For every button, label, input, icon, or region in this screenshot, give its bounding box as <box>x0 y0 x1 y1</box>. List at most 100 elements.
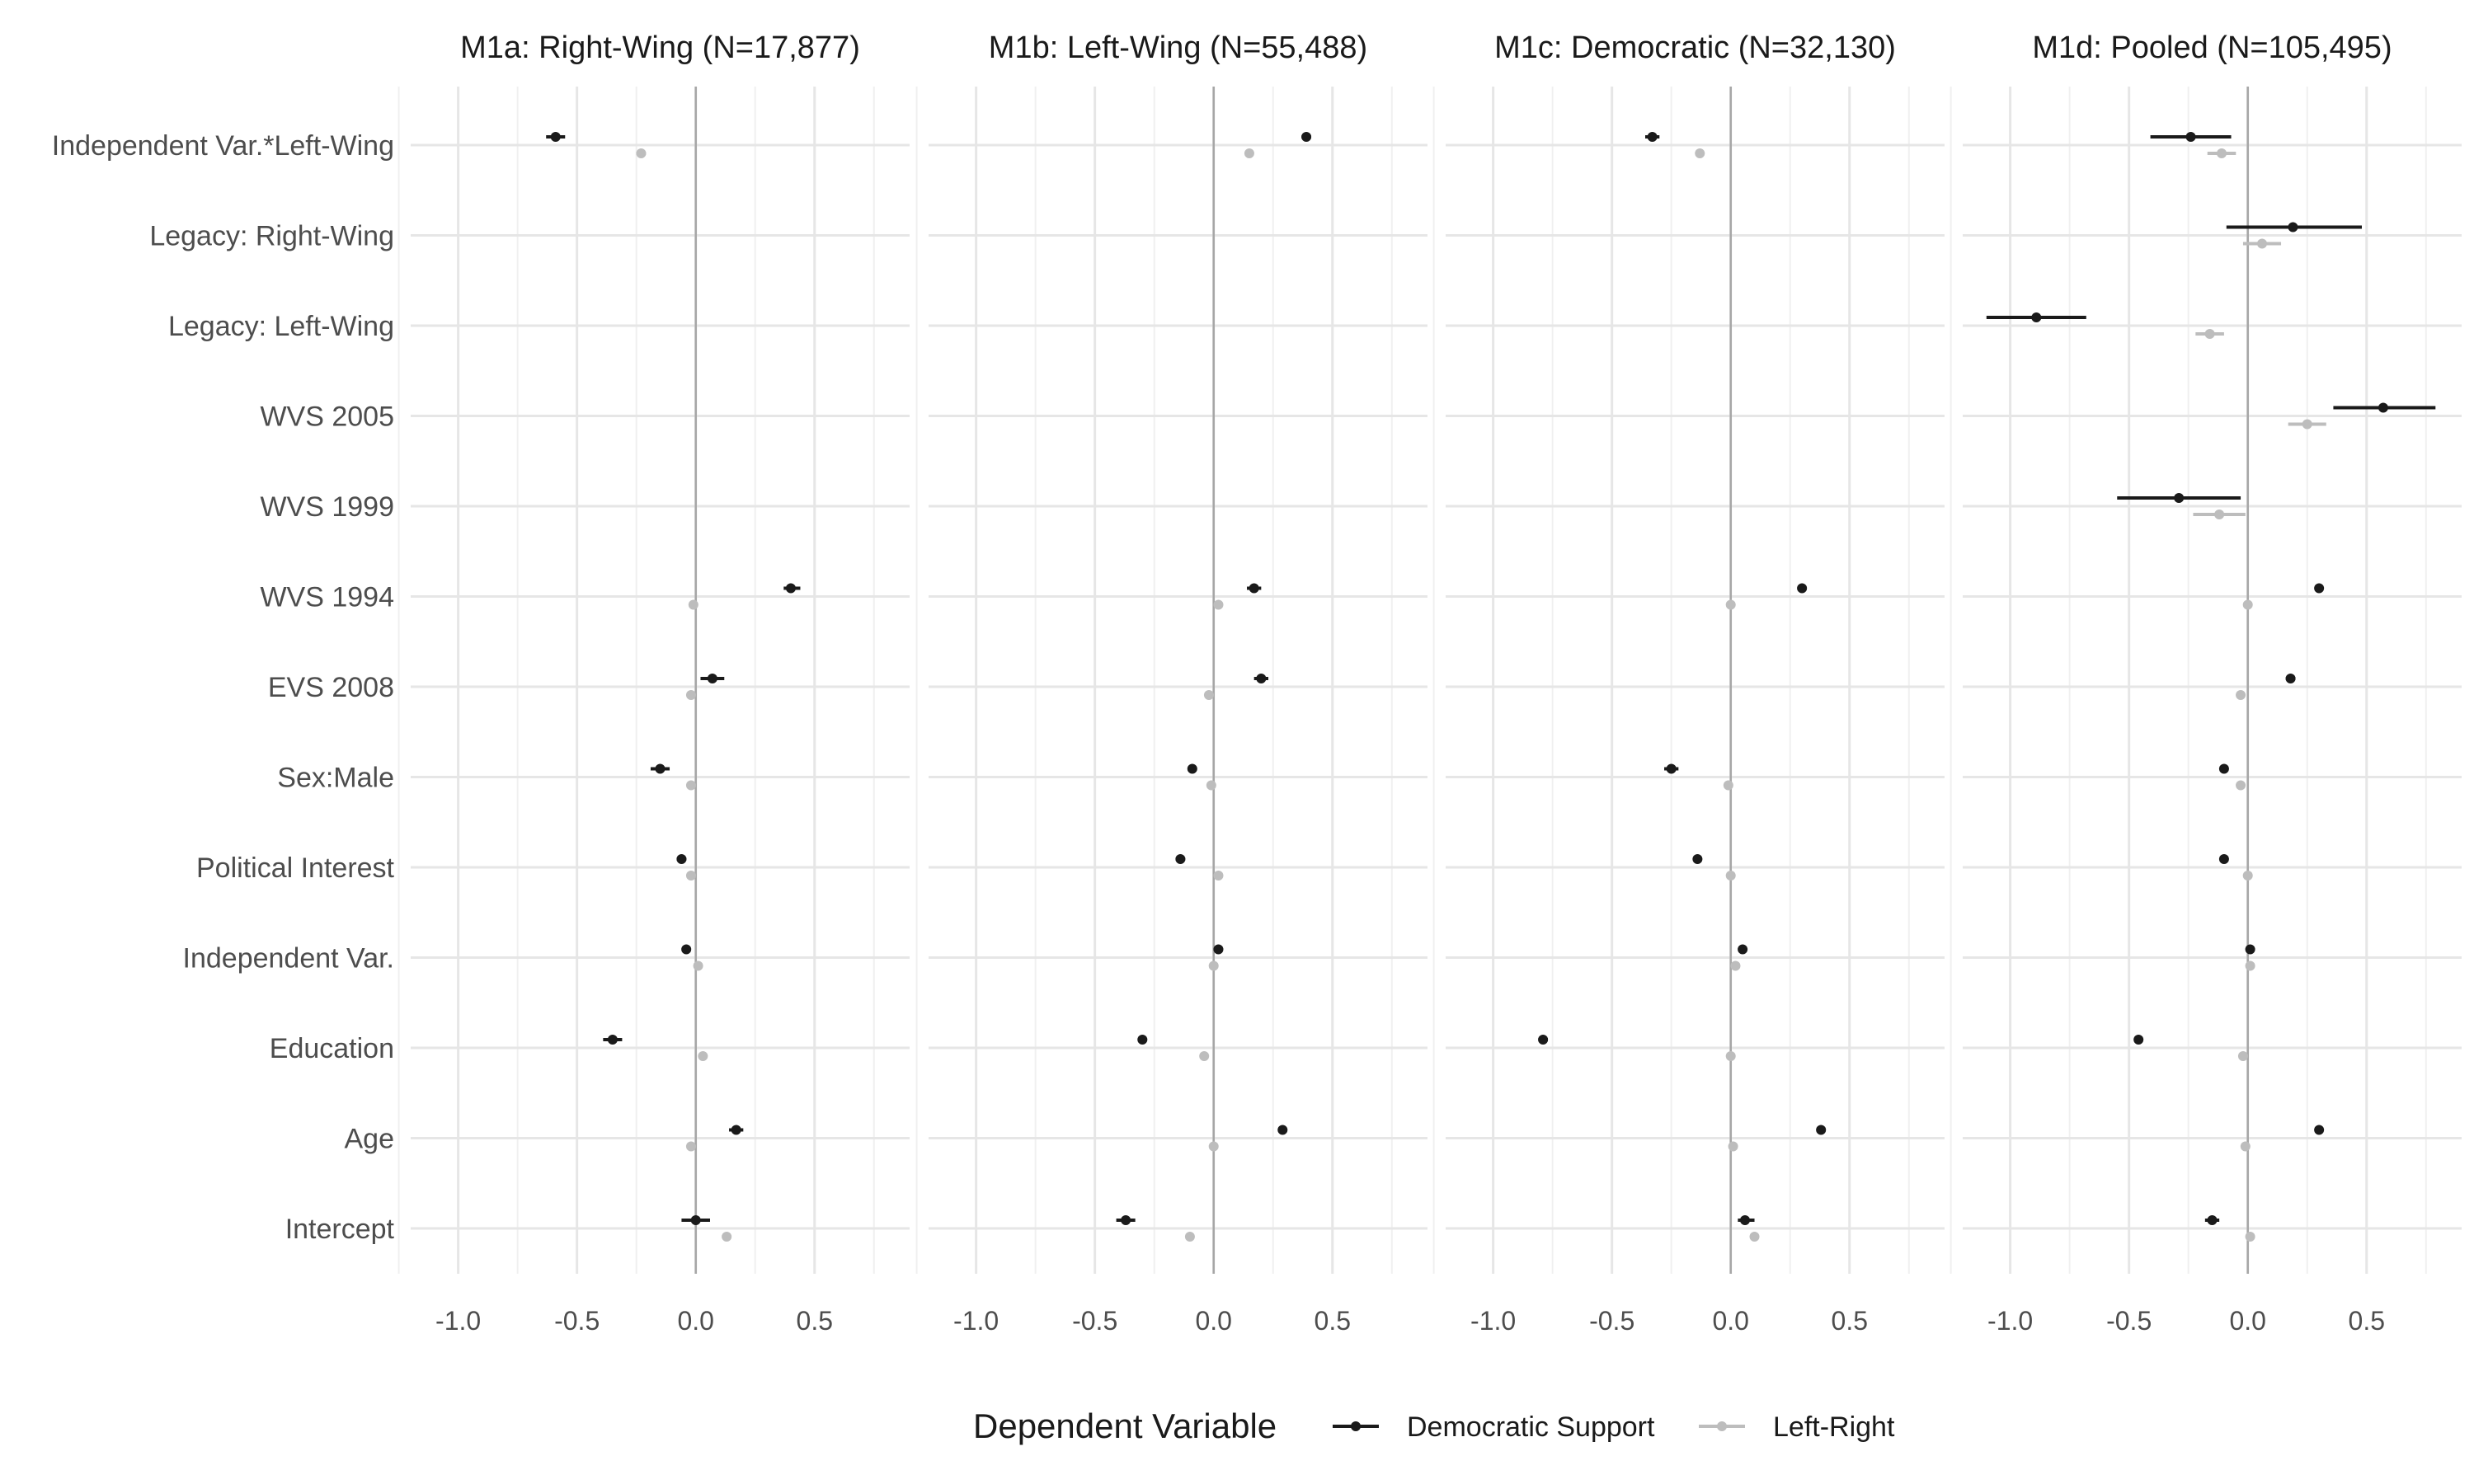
estimate-point <box>2245 960 2255 971</box>
estimate-point <box>550 132 561 142</box>
estimate-point <box>2236 690 2246 700</box>
x-tick-label: 0.0 <box>1712 1306 1748 1336</box>
estimate-point <box>731 1125 741 1135</box>
y-tick-label: WVS 1999 <box>260 491 394 523</box>
y-tick-label: WVS 2005 <box>260 402 394 433</box>
y-tick-label: Independent Var. <box>183 943 394 974</box>
estimate-point <box>2314 1125 2325 1135</box>
y-tick-label: Age <box>345 1124 395 1155</box>
legend-key-point <box>1351 1421 1361 1431</box>
x-tick-label: 0.5 <box>797 1306 833 1336</box>
estimate-point <box>2133 1035 2144 1045</box>
series-left-right <box>1184 148 1254 1242</box>
estimate-point <box>1213 599 1224 610</box>
series-left-right <box>2193 148 2326 1242</box>
estimate-point <box>688 599 698 610</box>
estimate-point <box>1725 599 1736 610</box>
estimate-point <box>607 1035 618 1045</box>
estimate-point <box>2242 871 2253 881</box>
estimate-point <box>2378 402 2388 413</box>
legend-entry: Democratic Support <box>1333 1411 1655 1443</box>
estimate-point <box>1256 674 1267 683</box>
estimate-point <box>2214 510 2225 519</box>
estimate-point <box>1538 1035 1549 1045</box>
facet-panel: M1a: Right-Wing (N=17,877) -1.0 -0.5 0.0 0.5 <box>397 31 910 1336</box>
x-tick-label: -0.5 <box>554 1306 600 1336</box>
estimate-point <box>1206 780 1216 791</box>
y-tick-label: WVS 1994 <box>260 582 394 613</box>
estimate-point <box>1816 1125 1827 1135</box>
x-tick-label: -1.0 <box>1470 1306 1516 1336</box>
facet-title: M1c: Democratic (N=32,130) <box>1494 31 1896 65</box>
estimate-point <box>722 1232 732 1242</box>
estimate-point <box>1213 871 1224 881</box>
estimate-point <box>685 1141 696 1152</box>
y-tick-label: Sex:Male <box>277 763 394 794</box>
estimate-point <box>1277 1125 1288 1135</box>
estimate-point <box>785 583 796 594</box>
estimate-point <box>2242 599 2253 610</box>
estimate-point <box>1187 763 1197 774</box>
facet-panel: M1c: Democratic (N=32,130) -1.0 -0.5 0.0 0.5 <box>1432 31 1945 1336</box>
estimate-point <box>1249 583 1259 594</box>
estimate-point <box>2314 583 2325 594</box>
estimate-point <box>2257 238 2267 249</box>
legend: Dependent Variable Democratic Support Left… <box>973 1407 1895 1445</box>
estimate-point <box>1213 944 1224 955</box>
estimate-point <box>1137 1035 1148 1045</box>
estimate-point <box>2245 1232 2255 1242</box>
estimate-point <box>636 148 647 158</box>
estimate-point <box>707 674 717 683</box>
facet-panels: M1a: Right-Wing (N=17,877) -1.0 -0.5 0.0 0.5… <box>397 31 2462 1336</box>
y-tick-label: Legacy: Right-Wing <box>149 221 394 252</box>
series-left-right <box>1695 148 1760 1242</box>
estimate-point <box>1121 1215 1131 1225</box>
facet-panel: M1d: Pooled (N=105,495) -1.0 -0.5 0.0 0.5 <box>1950 31 2462 1336</box>
facet-panel: M1b: Left-Wing (N=55,488) -1.0 -0.5 0.0 0.5 <box>915 31 1427 1336</box>
facet-title: M1a: Right-Wing (N=17,877) <box>460 31 860 65</box>
legend-label: Left-Right <box>1773 1411 1895 1443</box>
estimate-point <box>1244 148 1254 158</box>
y-tick-label: Political Interest <box>196 852 395 884</box>
y-tick-label: Legacy: Left-Wing <box>168 311 394 342</box>
x-tick-label: 0.5 <box>2349 1306 2385 1336</box>
estimate-point <box>2288 222 2298 232</box>
estimate-point <box>1301 132 1312 142</box>
legend-title: Dependent Variable <box>973 1407 1277 1445</box>
series-democratic-support <box>546 132 801 1225</box>
estimate-point <box>1730 960 1741 971</box>
y-tick-label: Education <box>270 1033 394 1064</box>
estimate-point <box>1728 1141 1738 1152</box>
estimate-point <box>1749 1232 1760 1242</box>
estimate-point <box>690 1215 701 1225</box>
legend-key-point <box>1717 1421 1727 1431</box>
estimate-point <box>1695 148 1705 158</box>
x-tick-label: 0.0 <box>1195 1306 1231 1336</box>
estimate-point <box>1740 1215 1750 1225</box>
estimate-point <box>2240 1141 2251 1152</box>
x-tick-label: -1.0 <box>435 1306 481 1336</box>
estimate-point <box>2174 493 2185 503</box>
estimate-point <box>1725 1051 1736 1061</box>
estimate-point <box>2245 944 2255 955</box>
estimate-point <box>1797 583 1808 594</box>
estimate-point <box>2204 329 2215 339</box>
estimate-point <box>685 690 696 700</box>
series-democratic-support <box>1986 132 2436 1225</box>
estimate-point <box>1738 944 1748 955</box>
estimate-point <box>693 960 703 971</box>
x-tick-label: 0.0 <box>677 1306 713 1336</box>
estimate-point <box>676 854 687 864</box>
estimate-point <box>1647 132 1658 142</box>
estimate-point <box>1184 1232 1195 1242</box>
estimate-point <box>2207 1215 2218 1225</box>
estimate-point <box>698 1051 708 1061</box>
y-tick-label: Intercept <box>285 1214 395 1245</box>
estimate-point <box>685 871 696 881</box>
x-tick-label: -1.0 <box>1987 1306 2033 1336</box>
estimate-point <box>2185 132 2196 142</box>
estimate-point <box>655 763 666 774</box>
estimate-point <box>1666 763 1677 774</box>
legend-label: Democratic Support <box>1407 1411 1655 1443</box>
series-left-right <box>636 148 732 1242</box>
